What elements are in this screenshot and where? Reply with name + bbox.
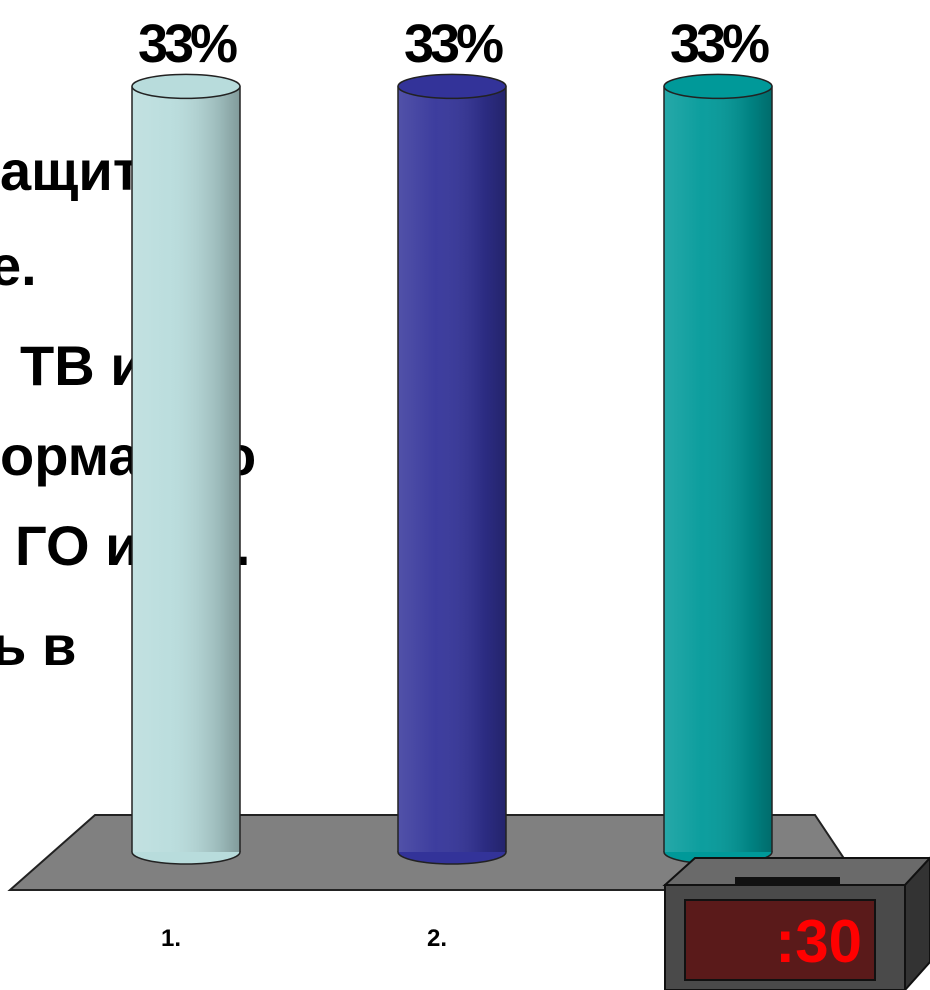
x-tick-label: 1. xyxy=(161,925,181,952)
bar-outline xyxy=(131,86,241,852)
bar-top xyxy=(397,73,507,100)
body-line: ь в xyxy=(0,614,76,677)
timer-screen xyxy=(684,899,876,981)
bar-shade xyxy=(398,86,506,852)
bar-shade xyxy=(664,86,772,852)
bar-top xyxy=(663,73,773,100)
timer-button xyxy=(735,877,840,884)
timer-text: :30 xyxy=(775,908,862,975)
body-line: ТВ и xyxy=(20,334,145,397)
bar-top xyxy=(131,73,241,100)
body-line: е. xyxy=(0,234,37,297)
value-label: 33% xyxy=(138,14,237,74)
bar-outline xyxy=(663,86,773,852)
countdown-timer: :30 xyxy=(662,856,930,990)
bars: 33% 1. 33% 2. 33% xyxy=(131,14,773,952)
bar-outline xyxy=(397,86,507,852)
bar-shade xyxy=(132,86,240,852)
x-tick-label: 2. xyxy=(427,925,447,952)
value-label: 33% xyxy=(670,14,769,74)
value-label: 33% xyxy=(404,14,503,74)
